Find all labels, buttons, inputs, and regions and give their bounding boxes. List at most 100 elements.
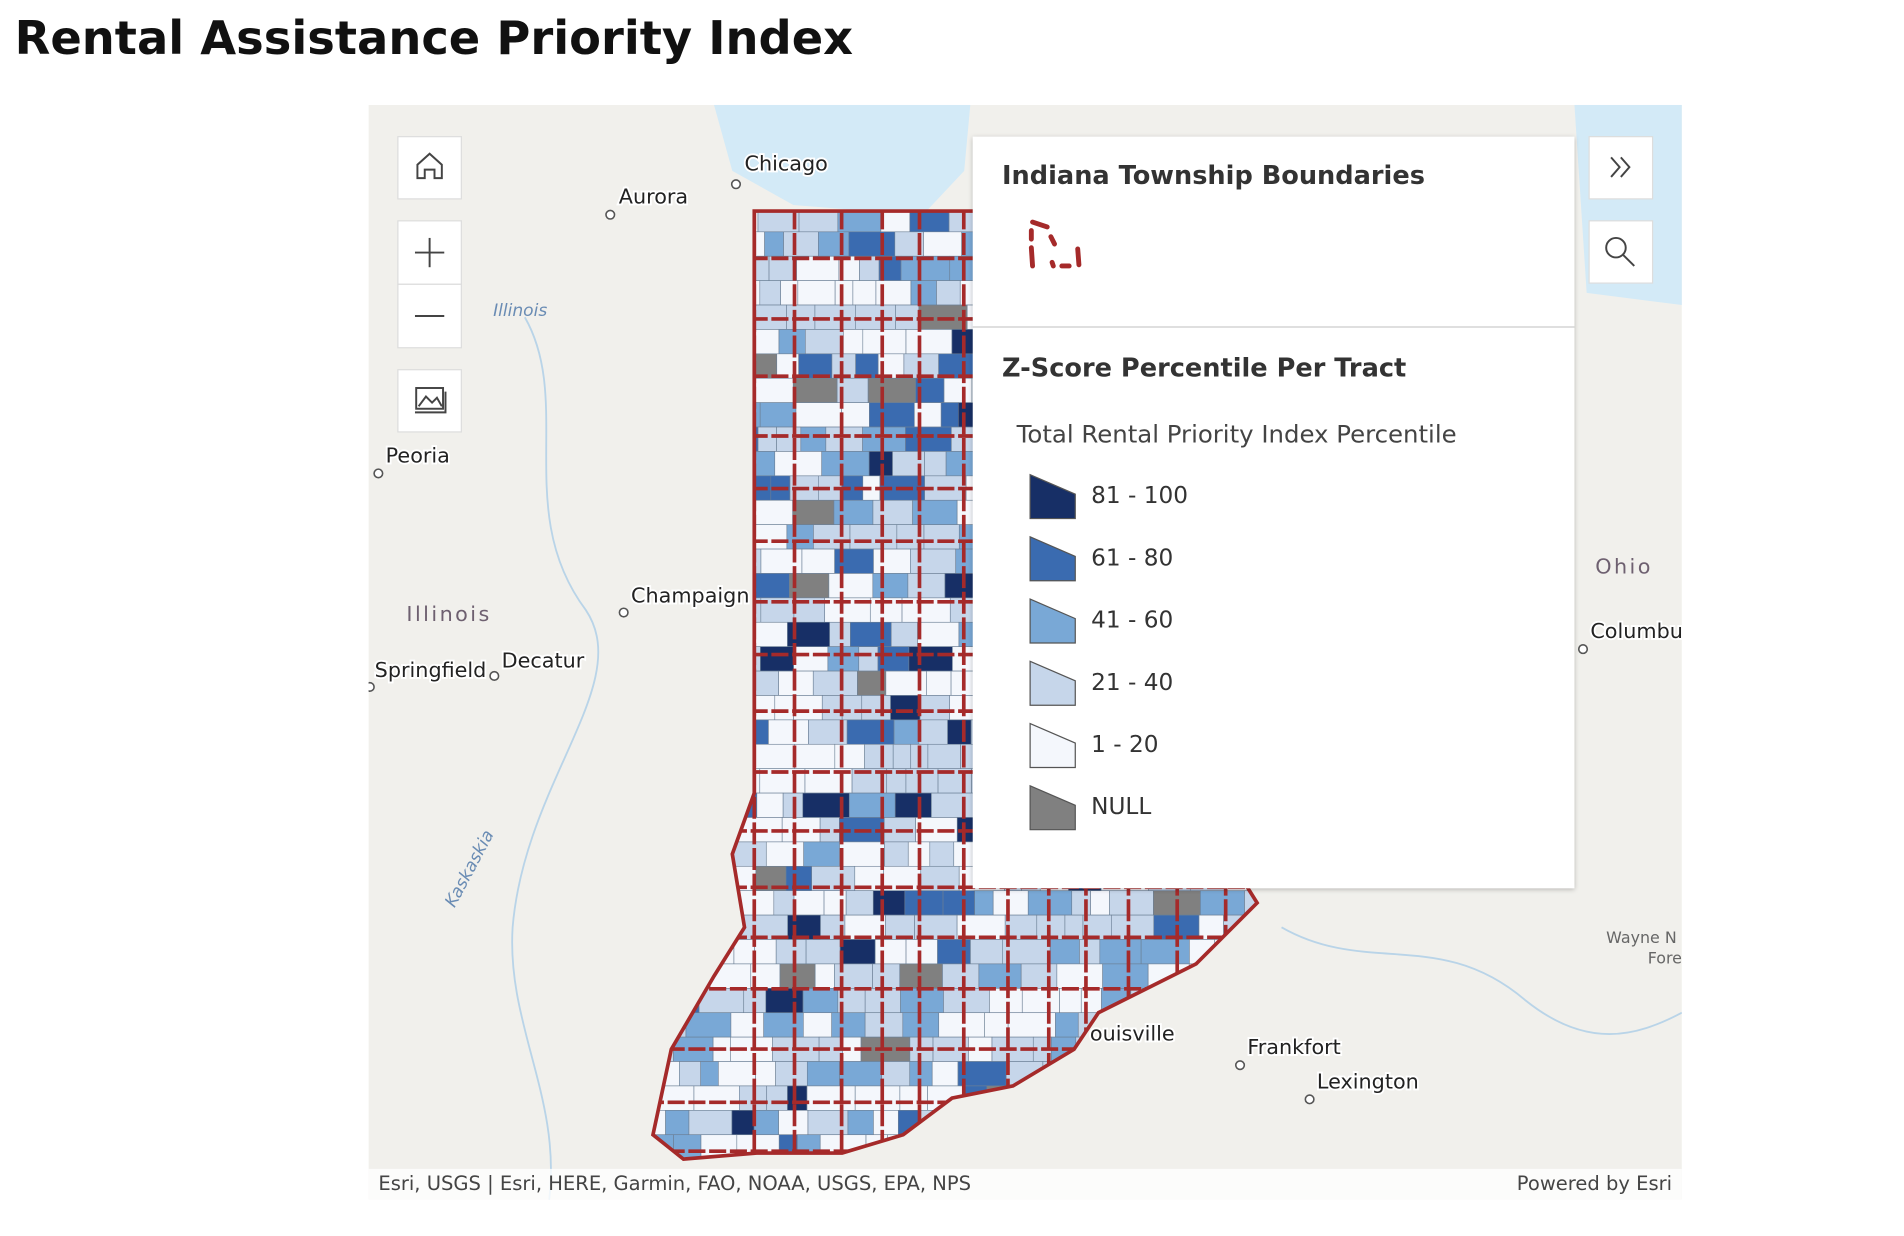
tract: [910, 280, 937, 306]
tract: [685, 1012, 732, 1038]
tract: [774, 695, 794, 721]
tract: [872, 499, 913, 525]
zoom-in-button[interactable]: [397, 220, 462, 285]
class-label: 81 - 100: [1091, 482, 1188, 509]
lake-michigan: [714, 104, 971, 210]
tract: [942, 890, 975, 916]
place-dot: [1234, 1060, 1246, 1071]
tract: [806, 1085, 856, 1111]
tract: [803, 1012, 832, 1038]
class-label: NULL: [1091, 793, 1151, 820]
place-dot: [605, 209, 616, 220]
tract: [919, 695, 951, 721]
tract: [718, 1061, 756, 1087]
attribution-bar: [368, 1168, 1682, 1200]
tract: [918, 719, 948, 745]
class-swatch: [1029, 660, 1076, 706]
tract: [792, 377, 838, 403]
tract: [900, 988, 944, 1014]
tract: [755, 329, 780, 355]
tract: [984, 1012, 1009, 1038]
tract: [974, 890, 994, 916]
tract: [793, 890, 825, 916]
tract: [797, 280, 836, 306]
tract: [756, 792, 784, 818]
tract: [843, 329, 864, 355]
tract: [910, 548, 957, 574]
tract: [759, 280, 781, 306]
class-swatch: [1029, 473, 1076, 520]
tract: [793, 646, 829, 672]
tract: [854, 1085, 901, 1111]
tract: [834, 280, 854, 306]
tract: [905, 939, 938, 965]
place-dot: [730, 179, 742, 190]
tract: [752, 377, 794, 403]
tract: [803, 841, 840, 867]
tract: [765, 988, 804, 1014]
tract: [846, 719, 895, 745]
class-label: 41 - 60: [1091, 607, 1173, 634]
tract: [864, 743, 894, 769]
tract: [834, 743, 865, 769]
boundary-swatch: [1028, 219, 1082, 269]
tract: [970, 939, 1003, 965]
tract: [894, 792, 932, 818]
tract: [833, 499, 874, 525]
river: [1281, 926, 1682, 1035]
tract: [1020, 963, 1058, 989]
collapse-button[interactable]: [1588, 136, 1654, 200]
class-swatch: [1029, 722, 1076, 769]
tract: [1036, 914, 1066, 940]
tract: [905, 426, 952, 452]
tract: [917, 621, 960, 647]
tract: [831, 1012, 866, 1038]
tract: [931, 792, 978, 818]
class-label: 1 - 20: [1091, 731, 1158, 758]
place-dot: [618, 607, 629, 618]
water-label: Illinois: [493, 301, 547, 321]
home-button[interactable]: [397, 136, 462, 200]
tract: [978, 963, 1022, 989]
tract: [792, 499, 835, 525]
region-label: Ohio: [1595, 554, 1653, 578]
tract: [774, 451, 823, 477]
place-label: Chicago: [745, 152, 828, 176]
tract: [768, 719, 809, 745]
tract: [814, 963, 835, 989]
tract: [757, 426, 777, 452]
tract: [796, 255, 840, 281]
zoom-out-button[interactable]: [397, 283, 462, 349]
tract: [1200, 890, 1245, 916]
place-dot: [373, 468, 384, 479]
place-label: ouisville: [1090, 1022, 1175, 1046]
tract: [943, 377, 973, 403]
tract: [852, 280, 877, 306]
tract: [730, 1012, 765, 1038]
tract: [793, 695, 823, 721]
search-button[interactable]: [1588, 220, 1654, 284]
tract: [754, 939, 777, 965]
tract: [914, 914, 958, 940]
tract: [881, 1061, 911, 1087]
tract: [821, 695, 843, 721]
basemap-gallery-button[interactable]: [397, 369, 462, 433]
tract: [794, 743, 836, 769]
tract: [923, 524, 960, 550]
tract: [1102, 963, 1149, 989]
tract: [765, 841, 804, 867]
tract: [787, 1085, 808, 1111]
tract: [904, 890, 944, 916]
tract: [1059, 988, 1082, 1014]
tract: [800, 426, 827, 452]
tract: [733, 939, 755, 965]
tract: [783, 231, 819, 257]
tract: [773, 890, 795, 916]
place-dot: [1304, 1094, 1315, 1105]
place-dot: [489, 670, 500, 682]
tract: [700, 1061, 719, 1087]
tract: [795, 402, 842, 428]
powered-by[interactable]: Powered by Esri: [1517, 1172, 1672, 1195]
tract: [850, 621, 892, 647]
